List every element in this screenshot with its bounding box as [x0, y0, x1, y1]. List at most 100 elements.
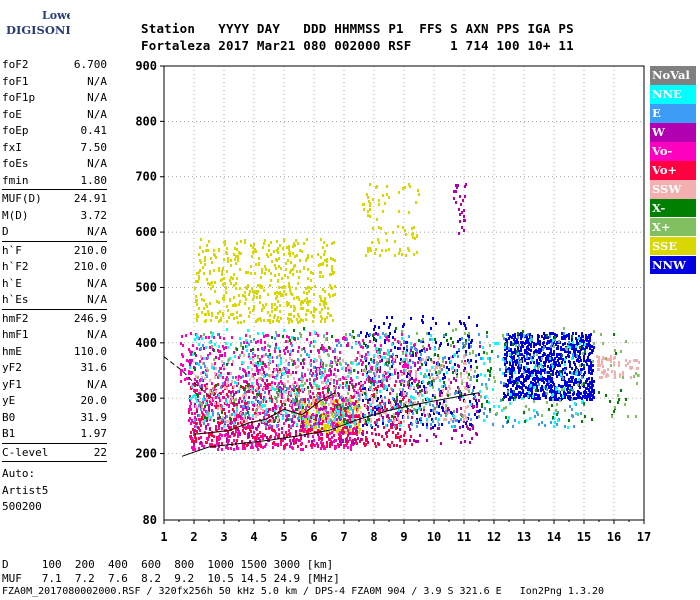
echo-point: [237, 418, 239, 421]
echo-point: [389, 401, 391, 404]
echo-point: [319, 437, 321, 440]
echo-point: [546, 383, 548, 386]
echo-point: [529, 353, 531, 356]
echo-point: [230, 313, 232, 316]
echo-point: [245, 412, 247, 415]
echo-point: [521, 373, 523, 376]
echo-point: [539, 351, 541, 354]
echo-point: [301, 412, 303, 415]
echo-point: [201, 384, 203, 387]
echo-point: [208, 409, 210, 412]
echo-point: [209, 400, 211, 403]
echo-point: [189, 395, 191, 398]
echo-point: [333, 387, 335, 390]
echo-point: [201, 337, 203, 340]
echo-point: [198, 277, 200, 280]
echo-point: [394, 425, 396, 428]
echo-point: [327, 307, 329, 310]
echo-point: [394, 360, 396, 363]
echo-point: [550, 332, 552, 335]
echo-point: [239, 268, 241, 271]
echo-point: [307, 309, 309, 312]
echo-point: [457, 184, 459, 187]
echo-point: [266, 418, 268, 421]
echo-point: [406, 341, 408, 344]
echo-point: [254, 354, 256, 357]
echo-point: [197, 280, 199, 283]
echo-point: [197, 426, 199, 429]
echo-point: [242, 425, 244, 428]
echo-point: [339, 440, 341, 443]
echo-point: [223, 298, 225, 301]
echo-point: [255, 362, 257, 365]
echo-point: [293, 387, 295, 390]
echo-point: [331, 436, 333, 439]
echo-point: [264, 265, 266, 268]
echo-point: [415, 390, 417, 393]
echo-point: [284, 274, 286, 277]
echo-point: [330, 360, 332, 363]
echo-point: [550, 368, 552, 371]
echo-point: [227, 372, 229, 375]
echo-point: [543, 361, 545, 364]
echo-point: [241, 400, 243, 403]
echo-point: [403, 420, 405, 423]
echo-point: [248, 307, 250, 310]
echo-point: [297, 337, 299, 340]
echo-point: [450, 418, 452, 421]
echo-point: [394, 338, 396, 341]
echo-point: [276, 319, 278, 322]
echo-point: [221, 405, 223, 408]
echo-point: [552, 381, 554, 384]
param-row-hf2: h`F2 210.0: [2, 258, 107, 275]
echo-point: [340, 438, 342, 441]
echo-point: [288, 252, 290, 255]
echo-point: [250, 426, 252, 429]
header-label-10: IGA: [527, 21, 551, 36]
echo-point: [467, 427, 469, 430]
echo-point: [259, 317, 261, 320]
echo-point: [288, 336, 290, 339]
echo-point: [521, 353, 523, 356]
echo-point: [265, 427, 267, 430]
echo-point: [221, 354, 223, 357]
echo-point: [393, 413, 395, 416]
echo-point: [262, 379, 264, 382]
echo-point: [573, 371, 575, 374]
echo-point: [217, 448, 219, 451]
echo-point: [320, 256, 322, 259]
echo-point: [190, 435, 192, 438]
echo-point: [324, 424, 326, 427]
echo-point: [625, 364, 627, 367]
echo-point: [355, 415, 357, 418]
echo-point: [328, 396, 330, 399]
echo-point: [575, 397, 577, 400]
echo-point: [520, 349, 522, 352]
echo-point: [338, 444, 340, 447]
echo-point: [578, 373, 580, 376]
echo-point: [560, 373, 562, 376]
echo-point: [419, 350, 421, 353]
echo-point: [390, 349, 392, 352]
echo-point: [429, 403, 431, 406]
echo-point: [515, 387, 517, 390]
echo-point: [240, 376, 242, 379]
echo-point: [555, 394, 557, 397]
echo-point: [215, 425, 217, 428]
echo-point: [226, 383, 228, 386]
echo-point: [270, 272, 272, 275]
echo-point: [236, 311, 238, 314]
echo-point: [508, 398, 510, 401]
echo-point: [207, 354, 209, 357]
echo-point: [285, 347, 287, 350]
echo-point: [330, 398, 332, 401]
echo-point: [442, 377, 444, 380]
echo-point: [355, 420, 357, 423]
echo-point: [306, 425, 308, 428]
echo-point: [549, 398, 551, 401]
echo-point: [462, 425, 464, 428]
echo-point: [439, 379, 441, 382]
echo-point: [213, 435, 215, 438]
echo-point: [402, 226, 404, 229]
echo-point: [448, 411, 450, 414]
